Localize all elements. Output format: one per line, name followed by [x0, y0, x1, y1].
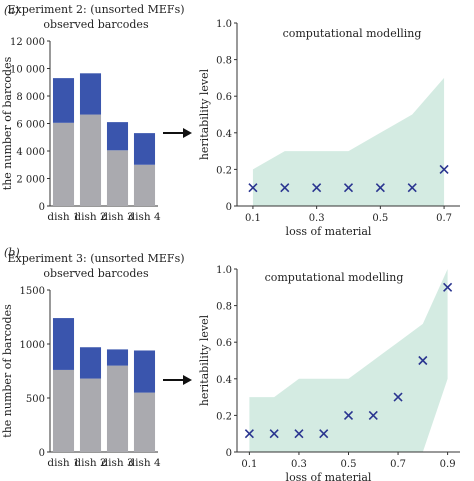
- x-tick-label: 0.5: [341, 459, 357, 470]
- bar-segment-grey: [106, 365, 129, 452]
- bar-segment-blue: [79, 347, 102, 379]
- x-tick-label: dish 3: [101, 211, 133, 223]
- uncertainty-band: [249, 269, 448, 452]
- data-point-x-marker: [439, 164, 449, 174]
- x-tick-label: dish 1: [47, 211, 79, 223]
- y-tick-label: 0.2: [216, 165, 232, 176]
- y-tick-label: 8 000: [16, 92, 45, 103]
- x-tick-label: dish 3: [101, 457, 133, 469]
- y-axis-label: the number of barcodes: [1, 304, 14, 438]
- bar-segment-blue: [133, 350, 156, 393]
- data-point-x-marker: [294, 429, 304, 439]
- y-tick-label: 4 000: [16, 147, 45, 158]
- data-point-x-marker: [393, 392, 403, 402]
- data-point-x-marker: [343, 183, 354, 193]
- bar-segment-grey: [79, 114, 102, 206]
- y-tick-label: 0: [39, 448, 45, 459]
- bar-segment-grey: [79, 378, 102, 452]
- bar-segment-grey: [133, 164, 156, 206]
- bar-segment-grey: [52, 122, 75, 206]
- data-point-x-marker: [244, 429, 254, 439]
- data-point-x-marker: [375, 183, 385, 193]
- y-tick-label: 0.6: [216, 338, 232, 349]
- x-tick-label: 0.5: [372, 213, 388, 224]
- y-tick-label: 1.0: [216, 19, 232, 30]
- panel-b-title: Experiment 3: (unsorted MEFs): [7, 252, 184, 265]
- x-axis-label: loss of material: [286, 471, 372, 481]
- y-tick-label: 0: [226, 448, 232, 459]
- data-point-x-marker: [368, 410, 378, 420]
- x-tick-label: 0.7: [390, 459, 406, 470]
- bar-segment-blue: [106, 122, 129, 151]
- y-tick-label: 12 000: [10, 37, 45, 48]
- x-tick-label: dish 2: [74, 211, 106, 223]
- bar-segment-grey: [133, 392, 156, 452]
- x-tick-label: 0.3: [291, 459, 307, 470]
- data-point-x-marker: [343, 410, 354, 420]
- bar-segment-blue: [133, 133, 156, 165]
- x-tick-label: 0.1: [245, 213, 261, 224]
- x-tick-label: dish 2: [74, 457, 106, 469]
- x-tick-label: dish 4: [128, 457, 161, 469]
- bar-segment-blue: [79, 73, 102, 115]
- arrow-a: [163, 128, 192, 138]
- y-tick-label: 1500: [20, 286, 45, 297]
- x-tick-label: dish 4: [128, 211, 161, 223]
- panel-a-subtitle: observed barcodes: [43, 18, 149, 31]
- panel-a-title: Experiment 2: (unsorted MEFs): [7, 3, 184, 16]
- x-tick-label: 0.7: [436, 213, 452, 224]
- data-point-x-marker: [443, 282, 453, 292]
- data-point-x-marker: [280, 183, 290, 193]
- x-tick-label: 0.1: [241, 459, 257, 470]
- data-point-x-marker: [418, 355, 428, 366]
- y-tick-label: 0.8: [216, 56, 232, 67]
- y-tick-label: 0.2: [216, 411, 232, 422]
- bar-segment-grey: [106, 150, 129, 206]
- bar-segment-blue: [52, 78, 75, 123]
- x-tick-label: 0.9: [440, 459, 456, 470]
- x-axis-label: loss of material: [286, 225, 372, 238]
- y-tick-label: 0: [226, 202, 232, 213]
- y-axis-label: heritability level: [198, 314, 211, 406]
- panel-b-model-title: computational modelling: [265, 271, 404, 284]
- y-axis-label: the number of barcodes: [1, 56, 14, 190]
- y-tick-label: 2 000: [16, 175, 45, 186]
- y-tick-label: 1.0: [216, 265, 232, 276]
- y-tick-label: 0.6: [216, 92, 232, 103]
- x-tick-label: 0.3: [309, 213, 325, 224]
- data-point-x-marker: [407, 183, 417, 193]
- panel-b-subtitle: observed barcodes: [43, 267, 149, 280]
- y-tick-label: 6 000: [16, 120, 45, 131]
- y-tick-label: 10 000: [10, 65, 45, 76]
- y-tick-label: 0.8: [216, 302, 232, 313]
- data-point-x-marker: [248, 183, 258, 193]
- arrow-b: [163, 375, 192, 385]
- y-tick-label: 1000: [20, 340, 45, 351]
- y-tick-label: 0: [39, 202, 45, 213]
- bar-segment-blue: [106, 349, 129, 366]
- x-tick-label: dish 1: [47, 457, 79, 469]
- panel-a-label: (a): [4, 4, 19, 17]
- panel-b-label: (b): [4, 246, 20, 259]
- bar-segment-blue: [52, 318, 75, 370]
- bar-segment-grey: [52, 369, 75, 452]
- data-point-x-marker: [269, 429, 279, 439]
- y-tick-label: 0.4: [216, 375, 232, 386]
- y-axis-label: heritability level: [198, 68, 211, 160]
- panel-a-model-title: computational modelling: [283, 27, 422, 40]
- uncertainty-band: [252, 77, 445, 207]
- y-tick-label: 500: [26, 394, 45, 405]
- data-point-x-marker: [319, 429, 329, 439]
- y-tick-label: 0.4: [216, 129, 232, 140]
- data-point-x-marker: [312, 183, 322, 193]
